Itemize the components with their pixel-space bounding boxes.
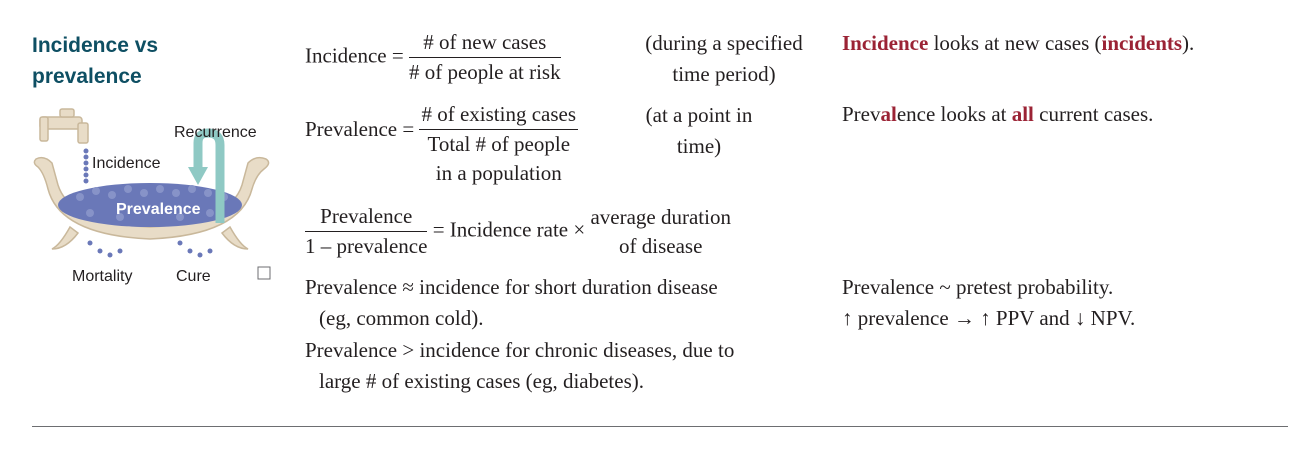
prevalence-balls xyxy=(58,183,242,227)
incidence-fraction: # of new cases # of people at risk xyxy=(408,28,561,87)
heading-line-1: Incidence vs xyxy=(32,34,159,57)
mortality-label: Mortality xyxy=(72,268,132,285)
section-heading: Incidence vs prevalence xyxy=(32,30,252,92)
incidence-denominator: # of people at risk xyxy=(408,60,561,84)
incidence-note: (during a specified time period) xyxy=(645,31,803,86)
incidence-drops xyxy=(83,148,89,184)
prevalence-lhs: Prevalence = xyxy=(305,117,415,141)
note-incidence: Incidence looks at new cases (incidents)… xyxy=(842,31,1195,55)
ratio-numerator: Prevalence xyxy=(305,202,428,232)
incidence-label: Incidence xyxy=(92,155,161,172)
ratio-middle: Incidence rate × xyxy=(449,217,586,242)
ratio-equals: = xyxy=(432,217,445,242)
prevalence-note: (at a point in time) xyxy=(645,103,753,158)
outflow-drops xyxy=(87,240,213,258)
prevalence-formula: Prevalence = # of existing cases Total #… xyxy=(305,100,579,188)
bottom-divider xyxy=(32,426,1288,427)
cure-label: Cure xyxy=(176,268,211,285)
prevalence-numerator: # of existing cases xyxy=(419,100,579,130)
faucet-icon xyxy=(39,108,89,144)
duration-term: average duration of disease xyxy=(590,204,731,258)
prevalence-denominator-1: Total # of people xyxy=(427,132,571,156)
incidence-formula: Incidence = # of new cases # of people a… xyxy=(305,28,561,87)
prevalence-denominator-2: in a population xyxy=(435,161,562,185)
incidence-lhs: Incidence = xyxy=(305,43,404,68)
recurrence-label: Recurrence xyxy=(174,124,257,141)
note-prevalence: Prevalence looks at all current cases. xyxy=(842,102,1154,126)
statement-short-duration: Prevalence ≈ incidence for short duratio… xyxy=(305,275,718,330)
prevalence-fraction: # of existing cases Total # of people in… xyxy=(419,100,579,188)
recurrence-arrow-icon xyxy=(193,128,225,223)
bathtub-illustration: Recurrence Incidence Prevalence Mortalit… xyxy=(33,108,271,285)
ratio-fraction: Prevalence 1 – prevalence xyxy=(305,202,428,261)
heading-line-2: prevalence xyxy=(32,65,142,88)
incidence-numerator: # of new cases xyxy=(408,28,561,58)
rx-logo-icon xyxy=(257,266,271,280)
prevalence-label: Prevalence xyxy=(116,201,201,218)
ratio-denominator: 1 – prevalence xyxy=(305,234,428,258)
statement-chronic: Prevalence > incidence for chronic disea… xyxy=(305,338,735,393)
note-pretest: Prevalence ~ pretest probability. ↑ prev… xyxy=(842,275,1136,330)
ratio-formula: Prevalence 1 – prevalence = Incidence ra… xyxy=(305,202,731,261)
